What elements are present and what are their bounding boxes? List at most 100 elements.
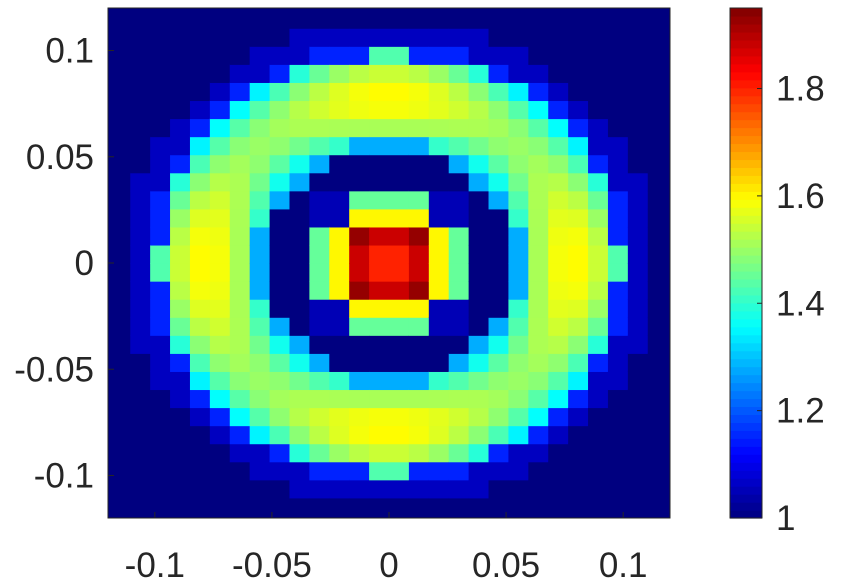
heatmap-cell — [329, 172, 350, 192]
heatmap-cell — [309, 497, 330, 517]
heatmap-cell — [229, 154, 251, 174]
heatmap-cell — [130, 497, 151, 517]
heatmap-cell — [548, 118, 569, 138]
colorbar-tick-label: 1.2 — [776, 392, 825, 431]
heatmap-cell — [289, 10, 310, 29]
heatmap-cell — [329, 154, 350, 174]
heatmap-cell — [130, 425, 151, 445]
heatmap-cell — [468, 118, 490, 138]
heatmap-cell — [488, 335, 510, 354]
heatmap-cell — [389, 389, 410, 409]
heatmap-cell — [508, 389, 529, 409]
heatmap-cell — [309, 82, 330, 102]
heatmap-cell — [428, 407, 450, 427]
heatmap-cell — [508, 263, 529, 282]
heatmap-cell — [568, 281, 589, 300]
heatmap-cell — [150, 335, 171, 354]
heatmap-cell — [249, 190, 271, 210]
colorbar-step — [730, 510, 762, 519]
heatmap-cell — [588, 172, 609, 192]
colorbar-step — [730, 390, 762, 400]
heatmap-cell — [189, 479, 211, 499]
heatmap-cell — [369, 335, 390, 354]
heatmap-cell — [508, 497, 529, 517]
colorbar-step — [730, 135, 762, 145]
heatmap-cell — [229, 136, 251, 156]
heatmap-cell — [130, 82, 151, 102]
heatmap-cell — [607, 136, 629, 156]
heatmap-cell — [508, 154, 529, 174]
colorbar-step — [730, 414, 762, 423]
heatmap-cell — [627, 28, 649, 47]
heatmap-cell — [110, 443, 131, 463]
heatmap-cell — [428, 317, 450, 336]
heatmap-cell — [189, 263, 211, 282]
heatmap-cell — [607, 10, 629, 29]
y-tick-label: 0.05 — [26, 138, 94, 177]
heatmap-cell — [189, 353, 211, 372]
heatmap-cell — [607, 335, 629, 354]
heatmap-cell — [329, 407, 350, 427]
heatmap-cell — [607, 64, 629, 83]
heatmap-cell — [329, 100, 350, 120]
heatmap-cell — [408, 82, 430, 102]
heatmap-cell — [349, 190, 370, 210]
heatmap-cell — [428, 244, 450, 264]
heatmap-cell — [468, 479, 490, 499]
heatmap-cell — [209, 28, 231, 47]
heatmap-cell — [289, 497, 310, 517]
heatmap-cell — [249, 46, 271, 65]
heatmap-cell — [468, 299, 490, 318]
heatmap-cell — [249, 461, 271, 481]
colorbar-step — [730, 374, 762, 384]
colorbar-tick-label: 1.4 — [776, 284, 825, 323]
heatmap-cell — [209, 317, 231, 336]
heatmap-cell — [269, 28, 291, 47]
heatmap-cell — [249, 208, 271, 228]
heatmap-cell — [647, 28, 669, 47]
colorbar-step — [730, 127, 762, 137]
heatmap-cell — [150, 226, 171, 246]
heatmap-cell — [269, 136, 291, 156]
heatmap-cell — [389, 100, 410, 120]
heatmap-cell — [130, 389, 151, 409]
heatmap-cell — [389, 244, 410, 264]
heatmap-cell — [588, 263, 609, 282]
heatmap-cell — [568, 371, 589, 391]
heatmap-cell — [209, 281, 231, 300]
heatmap-cell — [488, 497, 510, 517]
heatmap-cell — [229, 299, 251, 318]
heatmap-cell — [448, 371, 470, 391]
heatmap-cell — [309, 172, 330, 192]
heatmap-cell — [647, 46, 669, 65]
heatmap-cell — [369, 226, 390, 246]
heatmap-cell — [269, 208, 291, 228]
heatmap-cell — [189, 46, 211, 65]
heatmap-cell — [130, 208, 151, 228]
heatmap-cell — [488, 281, 510, 300]
colorbar-step — [730, 446, 762, 455]
heatmap-cell — [428, 82, 450, 102]
heatmap-cell — [528, 46, 549, 65]
heatmap-cell — [269, 389, 291, 409]
heatmap-cell — [269, 100, 291, 120]
heatmap-cell — [548, 136, 569, 156]
colorbar-step — [730, 31, 762, 41]
colorbar-step — [730, 406, 762, 416]
heatmap-cell — [627, 461, 649, 481]
heatmap-cell — [110, 335, 131, 354]
heatmap-cell — [607, 28, 629, 47]
heatmap-cell — [488, 136, 510, 156]
colorbar-step — [730, 111, 762, 121]
heatmap-cell — [309, 208, 330, 228]
heatmap-cell — [269, 46, 291, 65]
heatmap-cell — [428, 64, 450, 83]
heatmap-cell — [448, 190, 470, 210]
heatmap-cell — [289, 64, 310, 83]
heatmap-cell — [607, 172, 629, 192]
heatmap-cell — [448, 208, 470, 228]
heatmap-cell — [568, 100, 589, 120]
heatmap-cell — [548, 244, 569, 264]
heatmap-cell — [488, 154, 510, 174]
colorbar-tick-label: 1.6 — [776, 177, 825, 216]
